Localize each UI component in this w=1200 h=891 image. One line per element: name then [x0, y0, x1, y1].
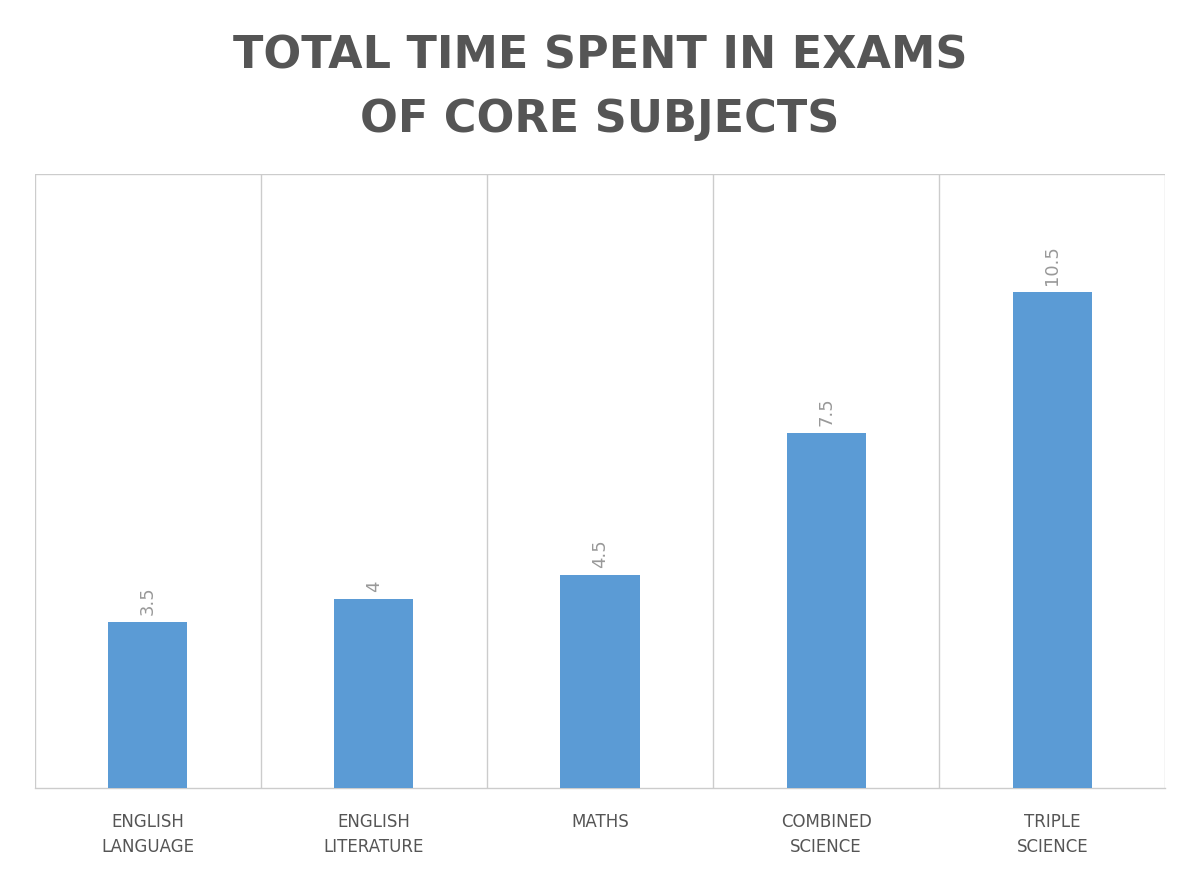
- Bar: [108, 622, 187, 788]
- Text: 4.5: 4.5: [592, 539, 610, 568]
- Text: 7.5: 7.5: [817, 397, 835, 427]
- Bar: [1013, 292, 1092, 788]
- Bar: [560, 575, 640, 788]
- Text: 10.5: 10.5: [1043, 245, 1061, 285]
- Text: 4: 4: [365, 580, 383, 592]
- Bar: [786, 433, 865, 788]
- Bar: [335, 599, 414, 788]
- Text: 3.5: 3.5: [139, 586, 157, 616]
- Title: TOTAL TIME SPENT IN EXAMS
OF CORE SUBJECTS: TOTAL TIME SPENT IN EXAMS OF CORE SUBJEC…: [233, 35, 967, 141]
